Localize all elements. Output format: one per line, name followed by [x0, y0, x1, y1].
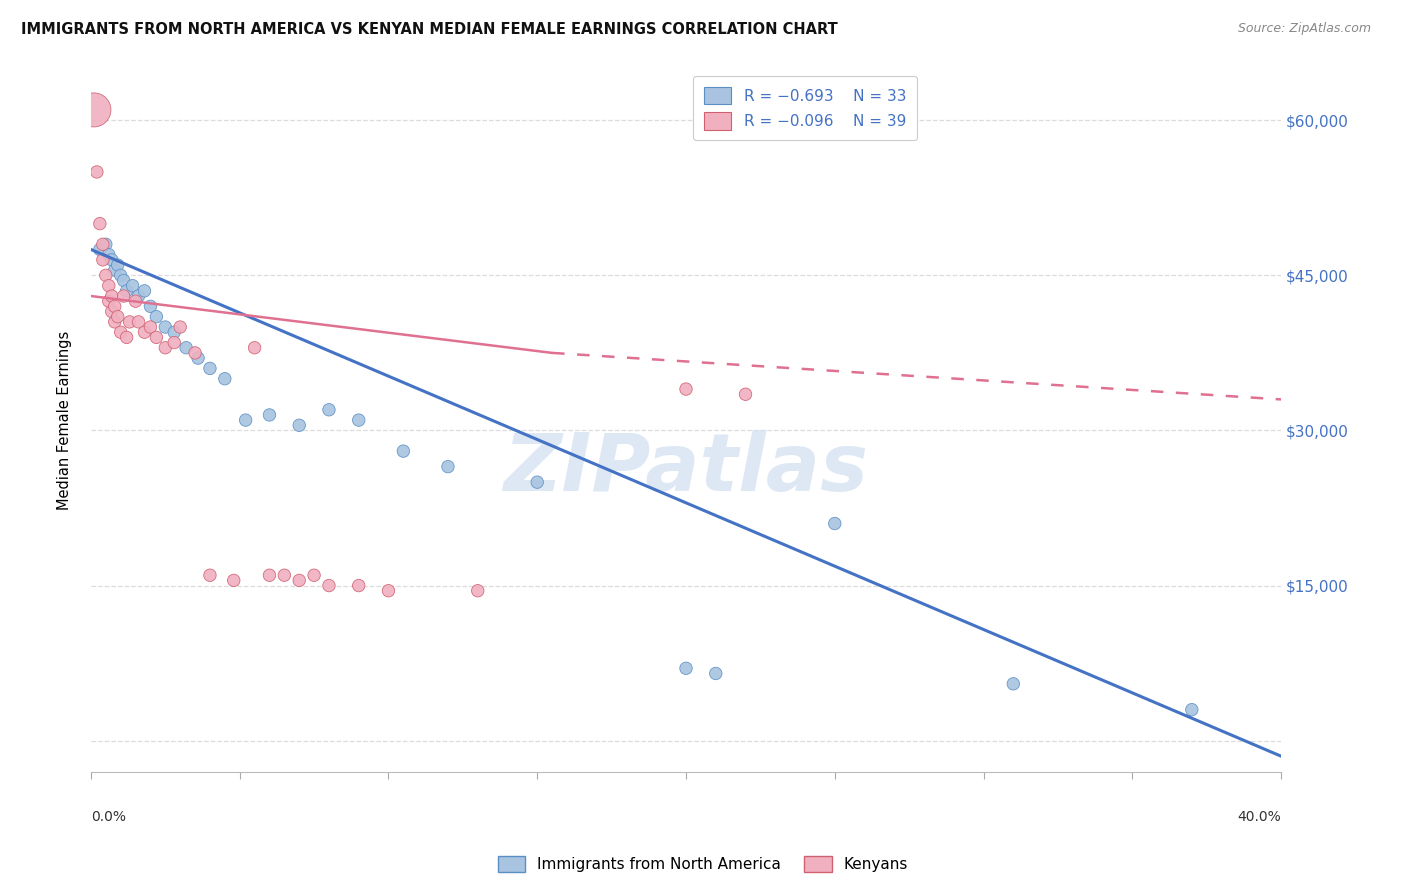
Point — [163, 335, 186, 350]
Point — [128, 315, 150, 329]
Point — [1002, 677, 1025, 691]
Point — [437, 459, 460, 474]
Point — [83, 103, 105, 117]
Text: 40.0%: 40.0% — [1237, 810, 1281, 824]
Point — [1181, 703, 1204, 717]
Point — [139, 299, 162, 313]
Point — [134, 325, 156, 339]
Point — [243, 341, 266, 355]
Point — [526, 475, 548, 490]
Point — [467, 583, 489, 598]
Text: ZIPatlas: ZIPatlas — [503, 430, 869, 508]
Point — [675, 382, 697, 396]
Point — [94, 237, 117, 252]
Point — [118, 315, 141, 329]
Point — [734, 387, 756, 401]
Point — [121, 278, 143, 293]
Point — [104, 299, 127, 313]
Point — [169, 320, 191, 334]
Point — [89, 217, 111, 231]
Point — [288, 574, 311, 588]
Point — [347, 578, 370, 592]
Point — [302, 568, 325, 582]
Point — [675, 661, 697, 675]
Point — [259, 408, 281, 422]
Point — [318, 402, 340, 417]
Point — [104, 315, 127, 329]
Point — [214, 372, 236, 386]
Point — [115, 330, 138, 344]
Point — [104, 263, 127, 277]
Point — [91, 237, 114, 252]
Point — [347, 413, 370, 427]
Y-axis label: Median Female Earnings: Median Female Earnings — [58, 331, 72, 509]
Point — [824, 516, 846, 531]
Point — [91, 252, 114, 267]
Point — [97, 247, 120, 261]
Legend: Immigrants from North America, Kenyans: Immigrants from North America, Kenyans — [491, 848, 915, 880]
Point — [124, 294, 146, 309]
Point — [187, 351, 209, 365]
Point — [318, 578, 340, 592]
Point — [112, 273, 135, 287]
Point — [392, 444, 415, 458]
Point — [198, 361, 221, 376]
Point — [288, 418, 311, 433]
Point — [155, 320, 177, 334]
Point — [377, 583, 399, 598]
Point — [100, 252, 122, 267]
Point — [115, 284, 138, 298]
Point — [259, 568, 281, 582]
Point — [198, 568, 221, 582]
Point — [128, 289, 150, 303]
Point — [222, 574, 245, 588]
Legend: R = −0.693    N = 33, R = −0.096    N = 39: R = −0.693 N = 33, R = −0.096 N = 39 — [693, 76, 917, 140]
Point — [145, 310, 167, 324]
Point — [184, 346, 207, 360]
Text: 0.0%: 0.0% — [91, 810, 127, 824]
Point — [100, 304, 122, 318]
Point — [97, 278, 120, 293]
Point — [112, 289, 135, 303]
Point — [86, 165, 108, 179]
Point — [235, 413, 257, 427]
Point — [145, 330, 167, 344]
Point — [100, 289, 122, 303]
Point — [174, 341, 197, 355]
Point — [155, 341, 177, 355]
Text: IMMIGRANTS FROM NORTH AMERICA VS KENYAN MEDIAN FEMALE EARNINGS CORRELATION CHART: IMMIGRANTS FROM NORTH AMERICA VS KENYAN … — [21, 22, 838, 37]
Point — [97, 294, 120, 309]
Text: Source: ZipAtlas.com: Source: ZipAtlas.com — [1237, 22, 1371, 36]
Point — [107, 258, 129, 272]
Point — [704, 666, 727, 681]
Point — [110, 268, 132, 283]
Point — [94, 268, 117, 283]
Point — [139, 320, 162, 334]
Point — [89, 243, 111, 257]
Point — [134, 284, 156, 298]
Point — [273, 568, 295, 582]
Point — [107, 310, 129, 324]
Point — [163, 325, 186, 339]
Point — [110, 325, 132, 339]
